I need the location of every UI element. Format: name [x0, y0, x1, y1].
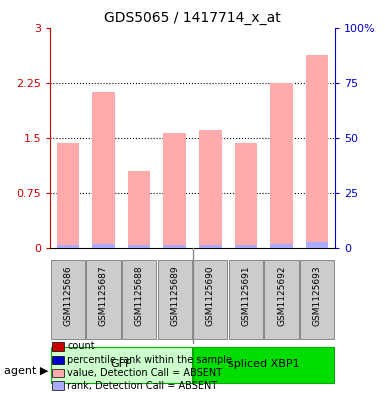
FancyBboxPatch shape: [229, 260, 263, 339]
Title: GDS5065 / 1417714_x_at: GDS5065 / 1417714_x_at: [104, 11, 281, 25]
Bar: [57, 245, 79, 248]
FancyBboxPatch shape: [86, 260, 121, 339]
FancyBboxPatch shape: [51, 260, 85, 339]
Text: rank, Detection Call = ABSENT: rank, Detection Call = ABSENT: [67, 380, 218, 391]
Text: GSM1125689: GSM1125689: [170, 265, 179, 326]
FancyBboxPatch shape: [157, 260, 192, 339]
Bar: [128, 245, 150, 248]
Bar: [306, 55, 328, 248]
FancyBboxPatch shape: [193, 260, 228, 339]
FancyBboxPatch shape: [300, 260, 334, 339]
Text: GSM1125687: GSM1125687: [99, 265, 108, 326]
Bar: [235, 143, 257, 248]
Bar: [164, 245, 186, 248]
Bar: [270, 83, 293, 248]
Bar: [270, 244, 293, 248]
Text: GSM1125688: GSM1125688: [135, 265, 144, 326]
Text: spliced XBP1: spliced XBP1: [228, 359, 300, 369]
Text: agent ▶: agent ▶: [4, 366, 48, 376]
Text: percentile rank within the sample: percentile rank within the sample: [67, 355, 233, 365]
FancyBboxPatch shape: [264, 260, 299, 339]
Bar: [164, 133, 186, 248]
Bar: [92, 244, 115, 248]
Bar: [128, 171, 150, 248]
Text: value, Detection Call = ABSENT: value, Detection Call = ABSENT: [67, 368, 223, 378]
Bar: [199, 245, 221, 248]
Text: GSM1125693: GSM1125693: [313, 265, 321, 326]
Bar: [235, 245, 257, 248]
Text: GSM1125686: GSM1125686: [64, 265, 72, 326]
Text: GSM1125690: GSM1125690: [206, 265, 215, 326]
Bar: [57, 143, 79, 248]
Text: GFP: GFP: [110, 359, 132, 369]
Bar: [92, 92, 115, 248]
Text: GSM1125691: GSM1125691: [241, 265, 250, 326]
FancyBboxPatch shape: [51, 347, 192, 383]
Bar: [306, 242, 328, 248]
Bar: [199, 130, 221, 248]
Text: GSM1125692: GSM1125692: [277, 266, 286, 326]
Text: count: count: [67, 341, 95, 351]
FancyBboxPatch shape: [193, 347, 334, 383]
FancyBboxPatch shape: [122, 260, 156, 339]
